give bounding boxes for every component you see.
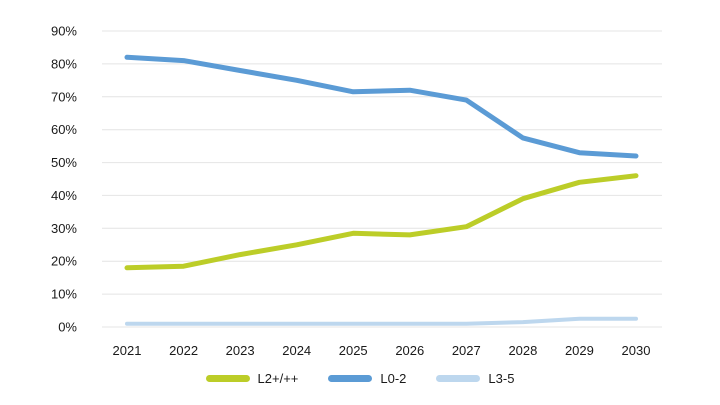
legend-item-l0-2: L0-2 (328, 371, 406, 386)
legend-swatch-l0-2 (328, 375, 373, 382)
x-axis-label: 2021 (113, 343, 142, 358)
x-axis-label: 2022 (169, 343, 198, 358)
y-axis-label: 0% (58, 320, 77, 335)
x-axis-label: 2030 (622, 343, 651, 358)
y-axis-label: 80% (51, 56, 77, 71)
y-axis-label: 30% (51, 221, 77, 236)
y-axis-label: 40% (51, 188, 77, 203)
y-axis-label: 10% (51, 287, 77, 302)
legend-swatch-l2-plus (205, 375, 250, 382)
x-axis-label: 2029 (565, 343, 594, 358)
x-axis-label: 2028 (508, 343, 537, 358)
x-axis-label: 2024 (282, 343, 311, 358)
series-line-l3-5 (125, 316, 638, 326)
legend-label: L0-2 (380, 371, 407, 386)
chart-legend: L2+/++ L0-2 L3-5 (0, 371, 720, 386)
y-axis-label: 50% (51, 155, 77, 170)
x-axis-label: 2025 (339, 343, 368, 358)
series-line-l0-2 (124, 54, 639, 159)
x-axis-label: 2026 (395, 343, 424, 358)
y-axis-label: 20% (51, 254, 77, 269)
legend-swatch-l3-5 (436, 375, 481, 382)
legend-item-l3-5: L3-5 (436, 371, 514, 386)
x-axis-label: 2023 (226, 343, 255, 358)
legend-label: L3-5 (488, 371, 515, 386)
x-axis-label: 2027 (452, 343, 481, 358)
series-line-l2-plus (124, 173, 639, 271)
legend-label: L2+/++ (257, 371, 299, 386)
y-axis-label: 60% (51, 122, 77, 137)
y-axis-label: 70% (51, 89, 77, 104)
legend-item-l2-plus: L2+/++ (205, 371, 299, 386)
y-axis-label: 90% (51, 24, 77, 39)
